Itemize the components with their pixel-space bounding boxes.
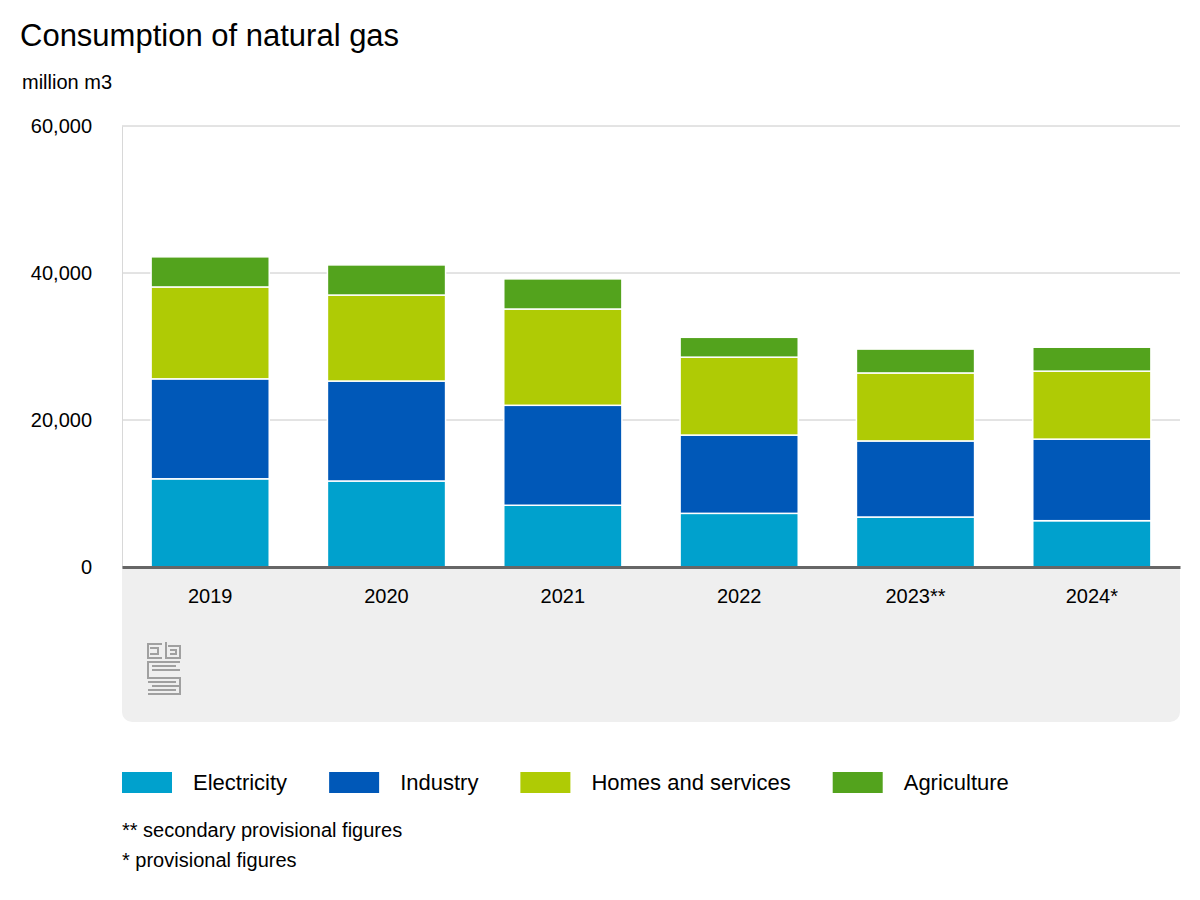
- bar-segment: [327, 481, 445, 567]
- bar-segment: [680, 513, 798, 567]
- panel-background-top: [122, 567, 1180, 587]
- legend-swatch: [520, 772, 570, 793]
- legend-swatch: [329, 772, 379, 793]
- legend-label: Agriculture: [904, 770, 1009, 795]
- y-tick-label: 40,000: [31, 262, 92, 284]
- legend-item: Electricity: [122, 770, 287, 795]
- x-tick-label: 2020: [364, 585, 409, 607]
- x-tick-label: 2024*: [1066, 585, 1118, 607]
- x-tick: 2020: [364, 567, 409, 607]
- logo-b: [166, 642, 180, 658]
- bar-segment: [327, 295, 445, 381]
- panel-background: [122, 567, 1180, 722]
- legend-label: Homes and services: [591, 770, 790, 795]
- legend-swatch: [122, 772, 172, 793]
- bar-segment: [856, 373, 974, 441]
- bar-segment: [856, 441, 974, 517]
- series: [151, 379, 1151, 521]
- category-panel: [122, 567, 1180, 722]
- logo-c: [148, 644, 162, 658]
- y-tick: 20,000: [31, 409, 122, 431]
- bar-segment: [1033, 347, 1151, 371]
- logo-s: [148, 662, 180, 694]
- grid-line: [122, 126, 1180, 127]
- x-tick-label: 2021: [541, 585, 586, 607]
- bar-segment: [327, 381, 445, 481]
- bar-segment: [151, 379, 269, 479]
- grid: [122, 126, 1180, 567]
- x-axis-line: [123, 566, 1181, 569]
- x-tick: 2022: [717, 567, 762, 607]
- bar-segment: [1033, 371, 1151, 439]
- legend-label: Electricity: [193, 770, 287, 795]
- x-tick: 2021: [541, 567, 586, 607]
- y-axis-title: million m3: [22, 71, 112, 93]
- bar-segment: [504, 505, 622, 567]
- grid-line: [122, 420, 1180, 421]
- bar-segment: [151, 479, 269, 567]
- y-tick-label: 20,000: [31, 409, 92, 431]
- bar-segment: [1033, 439, 1151, 521]
- x-tick-label: 2023**: [885, 585, 945, 607]
- bar-segment: [1033, 521, 1151, 567]
- bar-segment: [504, 405, 622, 505]
- grid-line: [122, 273, 1180, 274]
- bar-segment: [856, 349, 974, 373]
- series: [151, 479, 1151, 567]
- y-axis: 0 20,000 40,000 60,000: [31, 115, 123, 578]
- y-tick: 0: [81, 556, 122, 578]
- y-tick-label: 0: [81, 556, 92, 578]
- y-tick-label: 60,000: [31, 115, 92, 137]
- logo: [148, 642, 180, 694]
- series: [151, 257, 1151, 373]
- y-tick: 60,000: [31, 115, 122, 137]
- bar-segment: [504, 309, 622, 405]
- bars: [151, 257, 1151, 567]
- x-tick: 2024*: [1066, 567, 1118, 607]
- y-tick: 40,000: [31, 262, 122, 284]
- bar-segment: [856, 517, 974, 567]
- bar-segment: [680, 337, 798, 357]
- chart: Consumption of natural gas million m3 0 20,…: [0, 0, 1200, 900]
- footnote: * provisional figures: [122, 849, 297, 871]
- bar-segment: [151, 287, 269, 379]
- series: [151, 287, 1151, 441]
- bar-segment: [504, 279, 622, 309]
- grid-line: [122, 567, 1180, 568]
- x-tick-label: 2019: [188, 585, 233, 607]
- bar-segment: [680, 357, 798, 435]
- footnote: ** secondary provisional figures: [122, 819, 402, 841]
- bar-segment: [680, 435, 798, 513]
- x-tick: 2023**: [885, 567, 945, 607]
- x-tick-label: 2022: [717, 585, 762, 607]
- y-axis-line: [122, 127, 123, 568]
- legend-swatch: [833, 772, 883, 793]
- x-tick: 2019: [188, 567, 233, 607]
- legend-label: Industry: [400, 770, 478, 795]
- bar-segment: [151, 257, 269, 287]
- legend-item: Agriculture: [833, 770, 1009, 795]
- x-axis: 2019 2020 2021 2022 2023** 2024*: [123, 567, 1181, 607]
- legend-item: Homes and services: [520, 770, 790, 795]
- legend: Electricity Industry Homes and services Agr…: [122, 770, 1009, 795]
- title: Consumption of natural gas: [20, 18, 399, 53]
- legend-item: Industry: [329, 770, 478, 795]
- bar-segment: [327, 265, 445, 295]
